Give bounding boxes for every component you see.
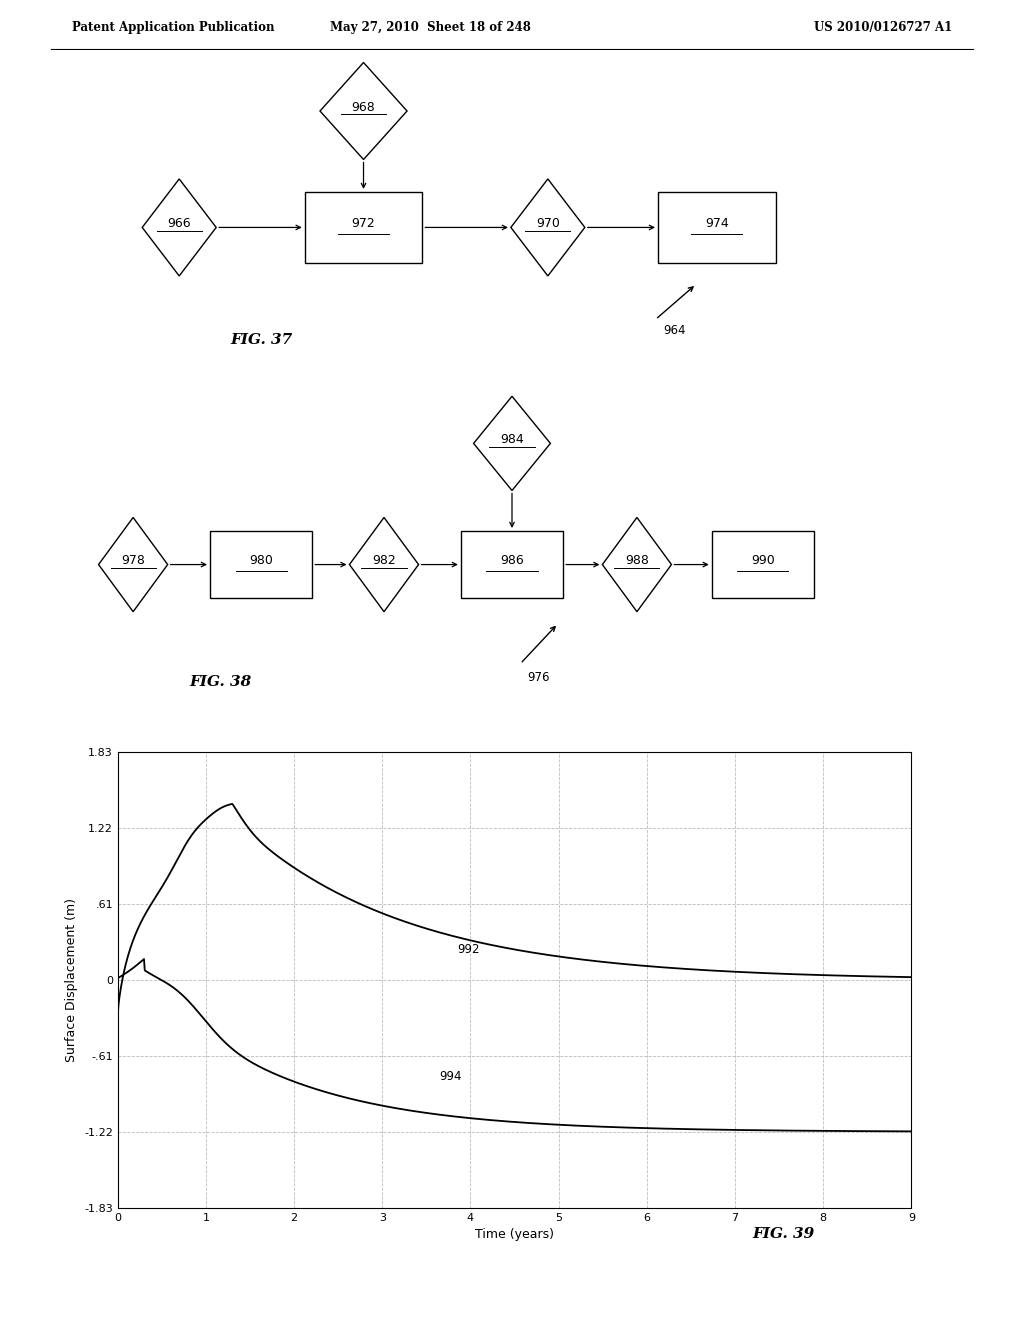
Text: 972: 972 (351, 216, 376, 230)
X-axis label: Time (years): Time (years) (475, 1228, 554, 1241)
Text: 970: 970 (536, 216, 560, 230)
Text: 966: 966 (167, 216, 191, 230)
Bar (461, 531, 563, 598)
Bar (210, 531, 312, 598)
Text: 992: 992 (458, 942, 480, 956)
Text: FIG. 38: FIG. 38 (189, 675, 252, 689)
Text: 968: 968 (351, 100, 376, 114)
Text: 994: 994 (439, 1069, 462, 1082)
Text: 980: 980 (249, 554, 273, 568)
Text: 964: 964 (664, 325, 686, 337)
Text: FIG. 37: FIG. 37 (230, 333, 293, 347)
Text: 982: 982 (372, 554, 396, 568)
Text: 988: 988 (625, 554, 649, 568)
Bar (305, 191, 422, 263)
Bar (712, 531, 814, 598)
Text: 984: 984 (500, 433, 524, 446)
Text: Patent Application Publication: Patent Application Publication (72, 21, 274, 34)
Text: 990: 990 (751, 554, 775, 568)
Text: 974: 974 (705, 216, 729, 230)
Text: 986: 986 (500, 554, 524, 568)
Y-axis label: Surface Displacement (m): Surface Displacement (m) (66, 898, 79, 1063)
Text: May 27, 2010  Sheet 18 of 248: May 27, 2010 Sheet 18 of 248 (330, 21, 530, 34)
Bar (657, 191, 776, 263)
Text: 978: 978 (121, 554, 145, 568)
Text: 976: 976 (527, 671, 550, 684)
Text: US 2010/0126727 A1: US 2010/0126727 A1 (814, 21, 952, 34)
Text: FIG. 39: FIG. 39 (753, 1228, 815, 1241)
